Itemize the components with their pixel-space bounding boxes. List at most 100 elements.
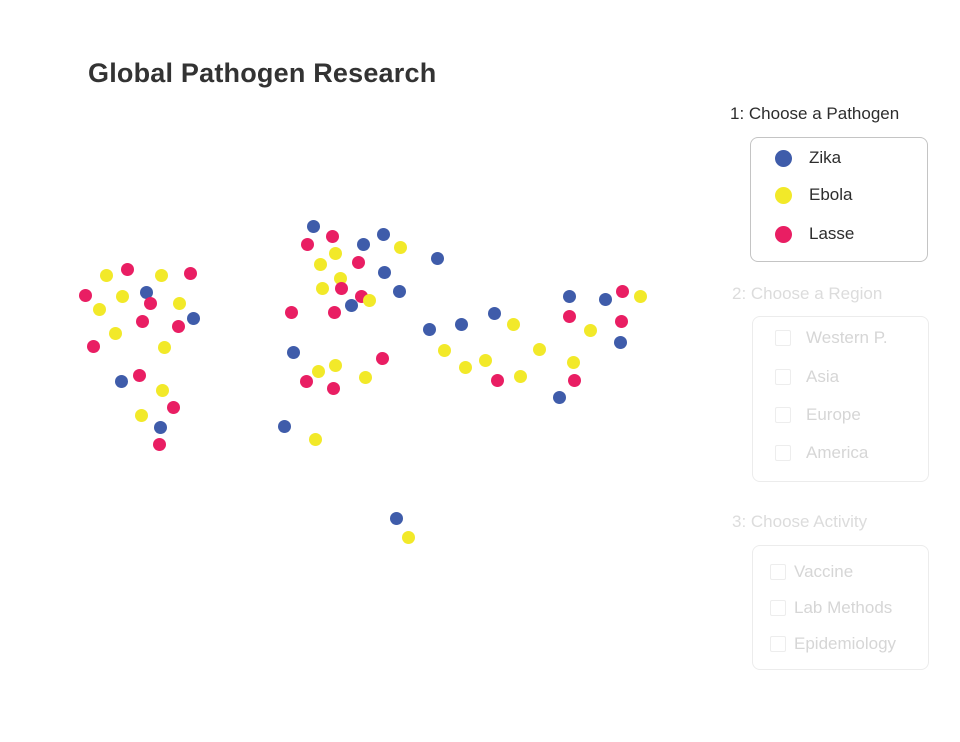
ebola-site-dot[interactable] bbox=[92, 302, 106, 316]
ebola-site-dot[interactable] bbox=[315, 281, 329, 295]
region-option-label: Europe bbox=[806, 405, 861, 424]
ebola-site-dot[interactable] bbox=[478, 353, 492, 367]
zika-site-dot[interactable] bbox=[430, 251, 444, 265]
lasse-site-dot[interactable] bbox=[614, 314, 628, 328]
lasse-site-dot[interactable] bbox=[143, 296, 157, 310]
ebola-site-dot[interactable] bbox=[328, 358, 342, 372]
ebola-site-dot[interactable] bbox=[154, 268, 168, 282]
lasse-site-dot[interactable] bbox=[171, 319, 185, 333]
zika-site-dot[interactable] bbox=[277, 419, 291, 433]
pathogen-option-ebola[interactable]: Ebola bbox=[775, 185, 852, 205]
lasse-site-dot[interactable] bbox=[135, 314, 149, 328]
pathogen-option-label: Ebola bbox=[809, 185, 853, 204]
ebola-site-dot[interactable] bbox=[393, 240, 407, 254]
lasse-site-dot[interactable] bbox=[562, 309, 576, 323]
zika-site-dot[interactable] bbox=[139, 285, 153, 299]
zika-site-dot[interactable] bbox=[153, 420, 167, 434]
activity-option-epidemiology[interactable]: Epidemiology bbox=[770, 634, 896, 654]
zika-site-dot[interactable] bbox=[344, 298, 358, 312]
ebola-site-dot[interactable] bbox=[437, 343, 451, 357]
ebola-color-icon bbox=[775, 186, 792, 204]
lasse-site-dot[interactable] bbox=[490, 373, 504, 387]
zika-site-dot[interactable] bbox=[306, 219, 320, 233]
region-selector: Western P. Asia Europe America bbox=[752, 316, 929, 482]
checkbox-icon[interactable] bbox=[770, 564, 786, 580]
checkbox-icon[interactable] bbox=[775, 330, 791, 346]
ebola-site-dot[interactable] bbox=[633, 289, 647, 303]
activity-option-label: Epidemiology bbox=[794, 634, 897, 653]
ebola-site-dot[interactable] bbox=[401, 530, 415, 544]
checkbox-icon[interactable] bbox=[775, 445, 791, 461]
activity-option-lab-methods[interactable]: Lab Methods bbox=[770, 598, 892, 618]
ebola-site-dot[interactable] bbox=[362, 293, 376, 307]
zika-site-dot[interactable] bbox=[562, 289, 576, 303]
ebola-site-dot[interactable] bbox=[513, 369, 527, 383]
lasse-site-dot[interactable] bbox=[166, 400, 180, 414]
ebola-site-dot[interactable] bbox=[115, 289, 129, 303]
lasse-color-icon bbox=[775, 225, 792, 243]
ebola-site-dot[interactable] bbox=[333, 271, 347, 285]
zika-site-dot[interactable] bbox=[286, 345, 300, 359]
lasse-site-dot[interactable] bbox=[351, 255, 365, 269]
region-option-western-p[interactable]: Western P. bbox=[775, 328, 888, 348]
lasse-site-dot[interactable] bbox=[327, 305, 341, 319]
lasse-site-dot[interactable] bbox=[152, 437, 166, 451]
lasse-site-dot[interactable] bbox=[284, 305, 298, 319]
ebola-site-dot[interactable] bbox=[172, 296, 186, 310]
lasse-site-dot[interactable] bbox=[325, 229, 339, 243]
activity-option-vaccine[interactable]: Vaccine bbox=[770, 562, 853, 582]
region-option-america[interactable]: America bbox=[775, 443, 868, 463]
region-option-europe[interactable]: Europe bbox=[775, 405, 861, 425]
zika-site-dot[interactable] bbox=[454, 317, 468, 331]
ebola-site-dot[interactable] bbox=[313, 257, 327, 271]
lasse-site-dot[interactable] bbox=[326, 381, 340, 395]
ebola-site-dot[interactable] bbox=[157, 340, 171, 354]
step3-title: 3: Choose Activity bbox=[732, 512, 868, 531]
ebola-site-dot[interactable] bbox=[532, 342, 546, 356]
activity-option-label: Lab Methods bbox=[794, 598, 893, 617]
ebola-site-dot[interactable] bbox=[155, 383, 169, 397]
region-option-asia[interactable]: Asia bbox=[775, 367, 839, 387]
checkbox-icon[interactable] bbox=[770, 636, 786, 652]
lasse-site-dot[interactable] bbox=[615, 284, 629, 298]
lasse-site-dot[interactable] bbox=[375, 351, 389, 365]
pathogen-option-zika[interactable]: Zika bbox=[775, 148, 841, 168]
zika-site-dot[interactable] bbox=[392, 284, 406, 298]
zika-site-dot[interactable] bbox=[422, 322, 436, 336]
zika-site-dot[interactable] bbox=[598, 292, 612, 306]
lasse-site-dot[interactable] bbox=[120, 262, 134, 276]
ebola-site-dot[interactable] bbox=[358, 370, 372, 384]
ebola-site-dot[interactable] bbox=[458, 360, 472, 374]
checkbox-icon[interactable] bbox=[775, 369, 791, 385]
lasse-site-dot[interactable] bbox=[132, 368, 146, 382]
checkbox-icon[interactable] bbox=[770, 600, 786, 616]
step1-title: 1: Choose a Pathogen bbox=[730, 104, 900, 123]
zika-site-dot[interactable] bbox=[356, 237, 370, 251]
ebola-site-dot[interactable] bbox=[506, 317, 520, 331]
ebola-site-dot[interactable] bbox=[134, 408, 148, 422]
lasse-site-dot[interactable] bbox=[78, 288, 92, 302]
zika-site-dot[interactable] bbox=[613, 335, 627, 349]
pathogen-option-lasse[interactable]: Lasse bbox=[775, 224, 854, 244]
lasse-site-dot[interactable] bbox=[299, 374, 313, 388]
zika-site-dot[interactable] bbox=[114, 374, 128, 388]
zika-site-dot[interactable] bbox=[376, 227, 390, 241]
zika-site-dot[interactable] bbox=[487, 306, 501, 320]
ebola-site-dot[interactable] bbox=[108, 326, 122, 340]
lasse-site-dot[interactable] bbox=[300, 237, 314, 251]
zika-site-dot[interactable] bbox=[389, 511, 403, 525]
zika-site-dot[interactable] bbox=[552, 390, 566, 404]
ebola-site-dot[interactable] bbox=[311, 364, 325, 378]
ebola-site-dot[interactable] bbox=[583, 323, 597, 337]
ebola-site-dot[interactable] bbox=[566, 355, 580, 369]
lasse-site-dot[interactable] bbox=[86, 339, 100, 353]
lasse-site-dot[interactable] bbox=[567, 373, 581, 387]
checkbox-icon[interactable] bbox=[775, 407, 791, 423]
ebola-site-dot[interactable] bbox=[99, 268, 113, 282]
ebola-site-dot[interactable] bbox=[308, 432, 322, 446]
lasse-site-dot[interactable] bbox=[334, 281, 348, 295]
ebola-site-dot[interactable] bbox=[328, 246, 342, 260]
zika-site-dot[interactable] bbox=[186, 311, 200, 325]
zika-site-dot[interactable] bbox=[377, 265, 391, 279]
lasse-site-dot[interactable] bbox=[183, 266, 197, 280]
